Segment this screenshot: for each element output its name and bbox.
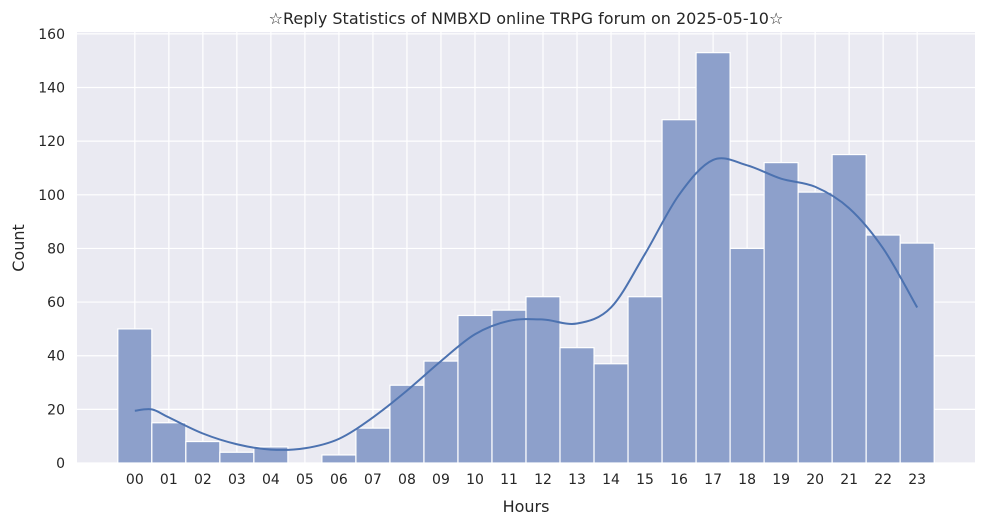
bar-19	[763, 162, 799, 464]
bar-16	[661, 119, 697, 464]
bar-14	[593, 363, 629, 464]
x-tick-label: 08	[398, 472, 416, 488]
x-axis-label: Hours	[503, 497, 550, 516]
bar-23	[899, 242, 935, 464]
x-tick-label: 03	[228, 472, 246, 488]
bar-02	[185, 440, 221, 464]
bar-09	[423, 360, 459, 464]
bar-15	[627, 296, 663, 464]
x-tick-label: 10	[466, 472, 484, 488]
x-tick-label: 11	[500, 472, 518, 488]
x-tick-label: 20	[806, 472, 824, 488]
x-tick-label: 05	[296, 472, 314, 488]
bar-17	[695, 52, 731, 464]
x-tick-label: 21	[840, 472, 858, 488]
bar-21	[831, 153, 867, 464]
y-ticks: 0 20 40 60 80 100 120 140 160	[38, 27, 65, 472]
bar-00	[117, 328, 153, 464]
y-axis-label: Count	[9, 224, 28, 272]
y-tick-label: 40	[47, 349, 65, 365]
x-tick-label: 01	[160, 472, 178, 488]
x-tick-label: 06	[330, 472, 348, 488]
chart-title: ☆Reply Statistics of NMBXD online TRPG f…	[269, 9, 784, 28]
x-tick-label: 07	[364, 472, 382, 488]
bar-20	[797, 191, 833, 464]
kde-line	[134, 157, 919, 451]
x-tick-label: 13	[568, 472, 586, 488]
bar-13	[559, 347, 595, 464]
x-tick-label: 04	[262, 472, 280, 488]
x-tick-label: 19	[772, 472, 790, 488]
x-tick-label: 14	[602, 472, 620, 488]
y-tick-label: 160	[38, 27, 65, 43]
x-tick-label: 18	[738, 472, 756, 488]
y-tick-label: 60	[47, 295, 65, 311]
bar-10	[457, 314, 493, 464]
bar-08	[389, 384, 425, 464]
bar-01	[151, 422, 187, 464]
x-ticks: 00 01 02 03 04 05 06 07 08 09 10 11 12 13 14 15 16 17 18 19…	[126, 472, 926, 488]
x-tick-label: 02	[194, 472, 212, 488]
x-tick-label: 00	[126, 472, 144, 488]
y-tick-label: 0	[56, 456, 65, 472]
y-tick-label: 140	[38, 81, 65, 97]
bar-07	[355, 427, 391, 464]
x-tick-label: 15	[636, 472, 654, 488]
x-tick-label: 22	[874, 472, 892, 488]
bar-06	[321, 454, 357, 464]
y-tick-label: 100	[38, 188, 65, 204]
x-tick-label: 09	[432, 472, 450, 488]
bar-03	[219, 451, 255, 464]
y-tick-label: 20	[47, 402, 65, 418]
x-tick-label: 17	[704, 472, 722, 488]
y-tick-label: 120	[38, 134, 65, 150]
y-tick-label: 80	[47, 241, 65, 257]
x-tick-label: 16	[670, 472, 688, 488]
x-tick-label: 12	[534, 472, 552, 488]
bar-12	[525, 296, 561, 464]
x-tick-label: 23	[908, 472, 926, 488]
bars	[117, 52, 935, 464]
bar-18	[729, 247, 765, 464]
bar-11	[491, 309, 527, 464]
bar-04	[253, 446, 289, 464]
